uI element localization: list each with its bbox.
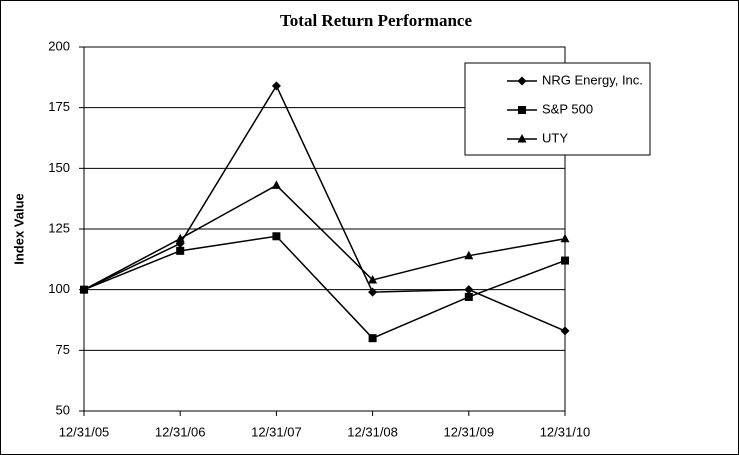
data-point	[368, 334, 377, 343]
y-tick-label: 50	[56, 402, 70, 417]
data-point	[560, 233, 570, 243]
series-line	[83, 84, 566, 332]
x-tick-label: 12/31/10	[540, 424, 591, 439]
data-point	[176, 246, 185, 255]
legend-label: S&P 500	[542, 101, 593, 116]
data-point	[464, 292, 473, 301]
series-line	[83, 235, 566, 340]
legend-marker	[517, 76, 527, 86]
y-tick-label: 100	[48, 281, 70, 296]
legend-marker	[518, 106, 526, 114]
y-tick-label: 175	[48, 99, 70, 114]
y-tick-label: 125	[48, 220, 70, 235]
y-tick-label: 150	[48, 160, 70, 175]
x-tick-label: 12/31/09	[443, 424, 494, 439]
y-axis-label: Index Value	[11, 193, 26, 265]
series-line	[83, 184, 566, 291]
legend-label: UTY	[542, 130, 568, 145]
data-point	[271, 180, 281, 189]
y-tick-label: 75	[56, 342, 70, 357]
x-tick-label: 12/31/06	[155, 424, 206, 439]
y-tick-label: 200	[48, 38, 70, 53]
data-point	[175, 233, 185, 243]
data-point	[464, 285, 474, 295]
legend-label: NRG Energy, Inc.	[542, 72, 643, 87]
data-point	[271, 81, 281, 91]
data-point	[560, 326, 570, 336]
data-point	[79, 284, 89, 294]
legend-box	[464, 62, 651, 156]
data-point	[368, 287, 378, 297]
plot-area	[83, 46, 566, 412]
data-point	[561, 256, 569, 265]
x-tick-label: 12/31/07	[251, 424, 302, 439]
data-point	[272, 232, 281, 241]
legend-marker	[517, 134, 527, 143]
data-point	[464, 250, 474, 260]
data-point	[368, 274, 378, 284]
chart-title: Total Return Performance	[280, 11, 472, 30]
x-tick-label: 12/31/08	[347, 424, 398, 439]
x-tick-label: 12/31/05	[59, 424, 110, 439]
